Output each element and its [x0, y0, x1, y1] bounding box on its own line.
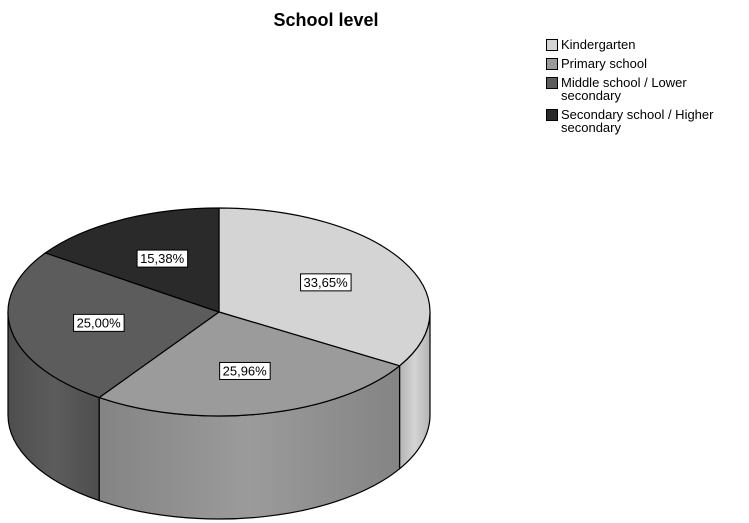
pie-data-labels: 33,65% 25,96% 25,00% 15,38% [73, 249, 352, 380]
legend-label: Middle school / Lower secondary [561, 75, 687, 103]
legend-label: Kindergarten [561, 37, 636, 52]
data-label-middle-school: 25,00% [73, 313, 125, 332]
legend-item-middle-school: Middle school / Lower secondary [546, 76, 746, 102]
data-label-secondary-school: 15,38% [136, 249, 189, 268]
legend-item-secondary-school: Secondary school / Higher secondary [546, 108, 746, 134]
legend-item-kindergarten: Kindergarten [546, 38, 746, 51]
legend-label: Secondary school / Higher secondary [561, 107, 714, 135]
legend-swatch [546, 77, 558, 89]
chart-title: School level [273, 10, 379, 30]
svg-text:25,00%: 25,00% [77, 315, 122, 330]
svg-text:25,96%: 25,96% [223, 363, 268, 378]
data-label-primary-school: 25,96% [219, 361, 271, 380]
legend-swatch [546, 39, 558, 51]
svg-text:33,65%: 33,65% [304, 275, 349, 290]
legend-swatch [546, 109, 558, 121]
pie-slice-secondary-school [44, 207, 220, 313]
legend-label: Primary school [561, 56, 647, 71]
legend-item-primary-school: Primary school [546, 57, 746, 70]
legend: Kindergarten Primary school Middle schoo… [546, 38, 746, 140]
pie-top-slices [7, 207, 431, 417]
data-label-kindergarten: 33,65% [300, 273, 352, 292]
legend-swatch [546, 58, 558, 70]
svg-text:15,38%: 15,38% [140, 251, 185, 266]
